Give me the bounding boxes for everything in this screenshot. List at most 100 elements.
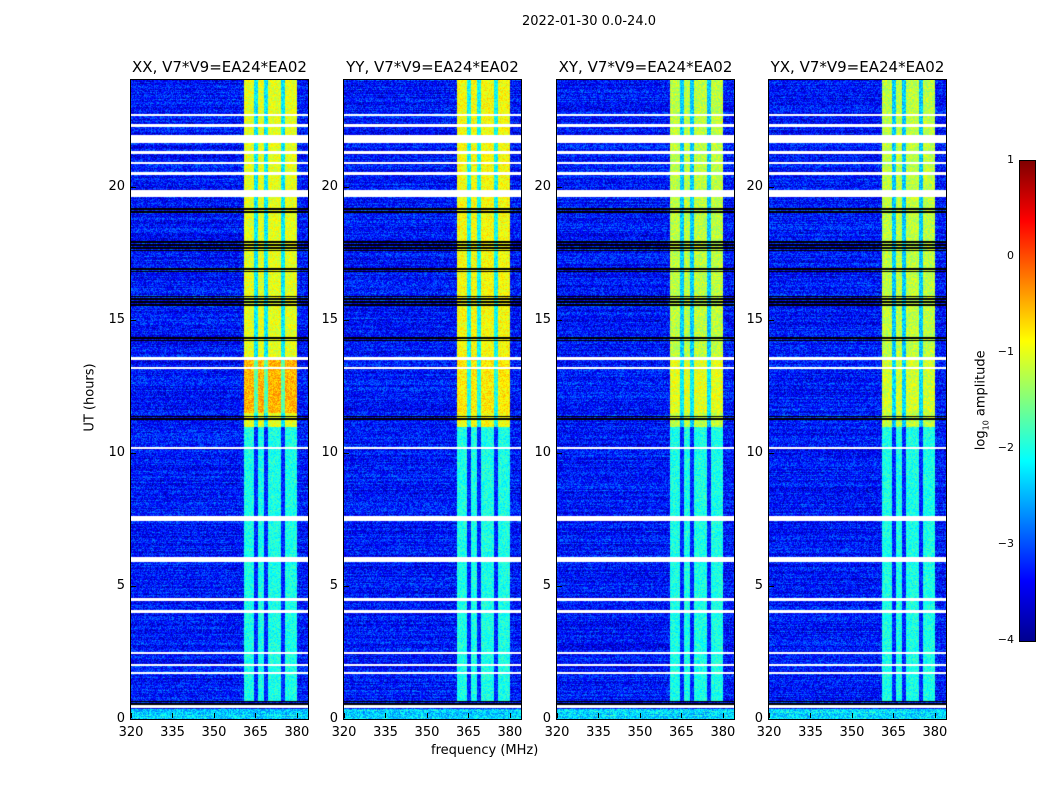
y-tick bbox=[769, 585, 774, 587]
panel-title: XY, V7*V9=EA24*EA02 bbox=[558, 58, 733, 76]
y-tick-label: 15 bbox=[746, 311, 763, 327]
x-tick bbox=[131, 713, 132, 718]
x-tick bbox=[557, 713, 558, 718]
y-tick bbox=[344, 186, 349, 188]
heatmap-image bbox=[557, 80, 734, 719]
x-tick-label: 380 bbox=[284, 725, 310, 740]
y-tick bbox=[131, 186, 136, 188]
colorbar-tick-label: −2 bbox=[997, 441, 1014, 454]
y-tick bbox=[769, 186, 774, 188]
panel-title: XX, V7*V9=EA24*EA02 bbox=[132, 58, 307, 76]
y-tick bbox=[131, 319, 136, 321]
y-tick-label: 0 bbox=[116, 711, 125, 726]
x-tick-label: 335 bbox=[160, 725, 185, 740]
x-tick-label: 350 bbox=[201, 725, 227, 740]
x-tick bbox=[810, 713, 812, 718]
y-tick-label: 20 bbox=[534, 178, 551, 194]
y-tick bbox=[557, 186, 562, 188]
y-tick-label: 10 bbox=[108, 444, 125, 460]
heatmap-image bbox=[769, 80, 946, 719]
panel-title: YX, V7*V9=EA24*EA02 bbox=[770, 58, 945, 76]
x-tick bbox=[385, 713, 387, 718]
waterfall-panel-1: XX, V7*V9=EA24*EA02 320 335 350 365 380 0 5 10 15… bbox=[108, 58, 309, 740]
x-tick-label: 335 bbox=[586, 725, 611, 740]
y-tick-label: 10 bbox=[534, 444, 551, 460]
colorbar-label-sub: 10 bbox=[981, 420, 991, 431]
x-tick bbox=[509, 713, 511, 718]
y-tick-label: 5 bbox=[754, 577, 763, 593]
x-tick-label: 365 bbox=[243, 725, 268, 740]
y-tick bbox=[131, 452, 136, 454]
x-tick bbox=[681, 713, 683, 718]
y-tick-label: 0 bbox=[542, 711, 551, 726]
y-axis-label: UT (hours) bbox=[82, 363, 98, 432]
x-tick bbox=[893, 713, 895, 718]
y-tick bbox=[769, 719, 774, 720]
y-tick bbox=[344, 319, 349, 321]
x-tick-label: 380 bbox=[497, 725, 523, 740]
x-tick-label: 320 bbox=[756, 725, 782, 740]
x-tick bbox=[213, 713, 215, 718]
x-tick bbox=[344, 713, 345, 718]
colorbar-tick-label: 0 bbox=[1007, 249, 1014, 262]
x-tick-label: 350 bbox=[839, 725, 865, 740]
x-tick-label: 350 bbox=[627, 725, 653, 740]
y-tick bbox=[557, 585, 562, 587]
x-tick bbox=[255, 713, 257, 718]
y-tick-label: 20 bbox=[108, 178, 125, 194]
x-tick-label: 320 bbox=[331, 725, 357, 740]
y-tick-label: 10 bbox=[746, 444, 763, 460]
x-tick-label: 320 bbox=[544, 725, 570, 740]
colorbar-label: log10 amplitude bbox=[973, 350, 991, 451]
y-tick-label: 5 bbox=[329, 577, 338, 593]
y-tick-label: 20 bbox=[321, 178, 338, 194]
x-axis-label: frequency (MHz) bbox=[431, 743, 539, 758]
x-tick bbox=[769, 713, 770, 718]
waterfall-panel-4: YX, V7*V9=EA24*EA02 320 335 350 365 380 0 5 10 15… bbox=[746, 58, 947, 740]
x-tick-label: 335 bbox=[373, 725, 398, 740]
x-tick bbox=[426, 713, 428, 718]
heatmap-image bbox=[344, 80, 521, 719]
y-tick bbox=[769, 452, 774, 454]
colorbar-tick-label: 1 bbox=[1007, 153, 1014, 166]
y-tick bbox=[131, 719, 136, 720]
y-tick bbox=[557, 452, 562, 454]
y-tick bbox=[769, 319, 774, 321]
heatmap-image bbox=[131, 80, 308, 719]
y-tick bbox=[131, 585, 136, 587]
y-tick-label: 15 bbox=[534, 311, 551, 327]
y-tick-label: 20 bbox=[746, 178, 763, 194]
y-tick bbox=[344, 585, 349, 587]
colorbar bbox=[1019, 160, 1036, 642]
y-tick-label: 15 bbox=[108, 311, 125, 327]
figure-title: 2022-01-30 0.0-24.0 bbox=[522, 14, 656, 29]
x-tick-label: 380 bbox=[710, 725, 736, 740]
x-tick-label: 320 bbox=[118, 725, 144, 740]
waterfall-panel-2: YY, V7*V9=EA24*EA02 320 335 350 365 380 0 5 10 15… bbox=[321, 58, 522, 740]
x-tick-label: 365 bbox=[669, 725, 694, 740]
x-tick bbox=[172, 713, 174, 718]
x-tick bbox=[851, 713, 853, 718]
x-tick bbox=[722, 713, 724, 718]
y-tick-label: 5 bbox=[116, 577, 125, 593]
x-tick-label: 365 bbox=[456, 725, 481, 740]
y-tick bbox=[557, 719, 562, 720]
y-tick-label: 5 bbox=[542, 577, 551, 593]
y-tick bbox=[344, 452, 349, 454]
panel-title: YY, V7*V9=EA24*EA02 bbox=[346, 58, 519, 76]
colorbar-tick-label: −1 bbox=[997, 345, 1014, 358]
y-tick-label: 0 bbox=[329, 711, 338, 726]
y-tick-label: 15 bbox=[321, 311, 338, 327]
waterfall-panel-3: XY, V7*V9=EA24*EA02 320 335 350 365 380 0 5 10 15… bbox=[534, 58, 735, 740]
x-tick-label: 365 bbox=[881, 725, 906, 740]
y-tick-label: 10 bbox=[321, 444, 338, 460]
x-tick bbox=[468, 713, 470, 718]
y-tick-label: 0 bbox=[754, 711, 763, 726]
x-tick bbox=[296, 713, 298, 718]
colorbar-tick-label: −3 bbox=[997, 537, 1014, 550]
x-tick-label: 350 bbox=[414, 725, 440, 740]
x-tick bbox=[934, 713, 936, 718]
y-tick bbox=[557, 319, 562, 321]
x-tick-label: 335 bbox=[798, 725, 823, 740]
